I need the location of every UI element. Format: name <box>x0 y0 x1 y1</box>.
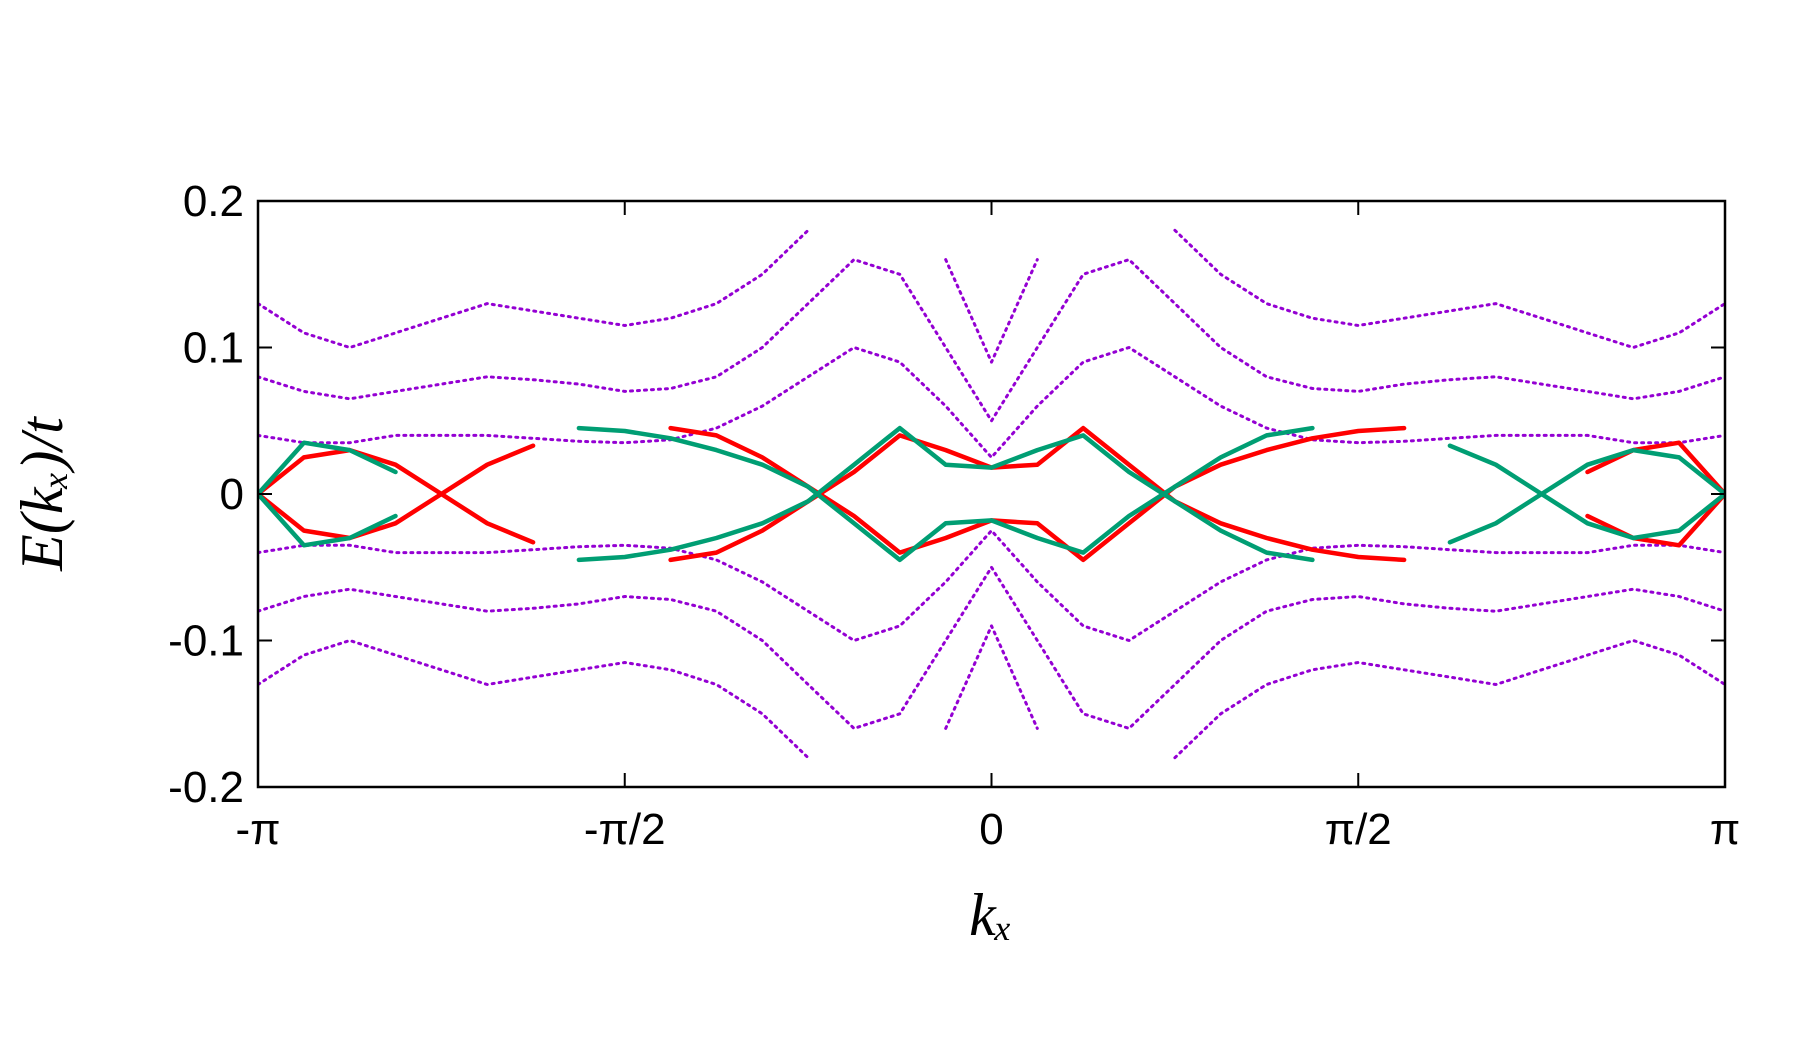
edge-state <box>1447 443 1725 541</box>
edge-state <box>576 425 1315 563</box>
x-tick-label: -π/2 <box>584 805 666 854</box>
bulk-band <box>1173 228 1725 349</box>
edge-state <box>258 447 536 545</box>
bulk-band <box>258 258 1725 423</box>
y-tick-label: 0 <box>220 470 244 519</box>
bulk-band <box>258 529 1725 642</box>
y-tick-label: 0.2 <box>183 177 244 226</box>
x-tick-label: π <box>1710 805 1740 854</box>
edge-state <box>258 491 398 548</box>
edge-state <box>1585 440 1725 497</box>
x-axis-label: kₓ <box>969 882 1013 948</box>
bulk-band <box>258 565 1725 730</box>
x-tick-label: 0 <box>979 805 1003 854</box>
plot-frame <box>256 199 1727 789</box>
bulk-band <box>944 624 1039 730</box>
y-axis-label: E(kₓ)/t <box>9 416 75 572</box>
edge-state <box>1447 447 1725 545</box>
bulk-band <box>258 346 1725 459</box>
x-tick-label: π/2 <box>1325 805 1392 854</box>
edge-state <box>258 443 536 541</box>
plot-area <box>258 228 1725 760</box>
edge-state <box>1585 491 1725 548</box>
x-tick-label: -π <box>235 805 280 854</box>
bulk-band <box>258 639 810 760</box>
edge-state <box>258 440 398 497</box>
edge-state <box>576 425 1315 563</box>
bulk-band <box>1173 639 1725 760</box>
y-tick-label: -0.1 <box>168 617 244 666</box>
y-tick-label: 0.1 <box>183 324 244 373</box>
y-tick-label: -0.2 <box>168 763 244 812</box>
bulk-band <box>258 228 810 349</box>
bulk-band <box>944 258 1039 364</box>
